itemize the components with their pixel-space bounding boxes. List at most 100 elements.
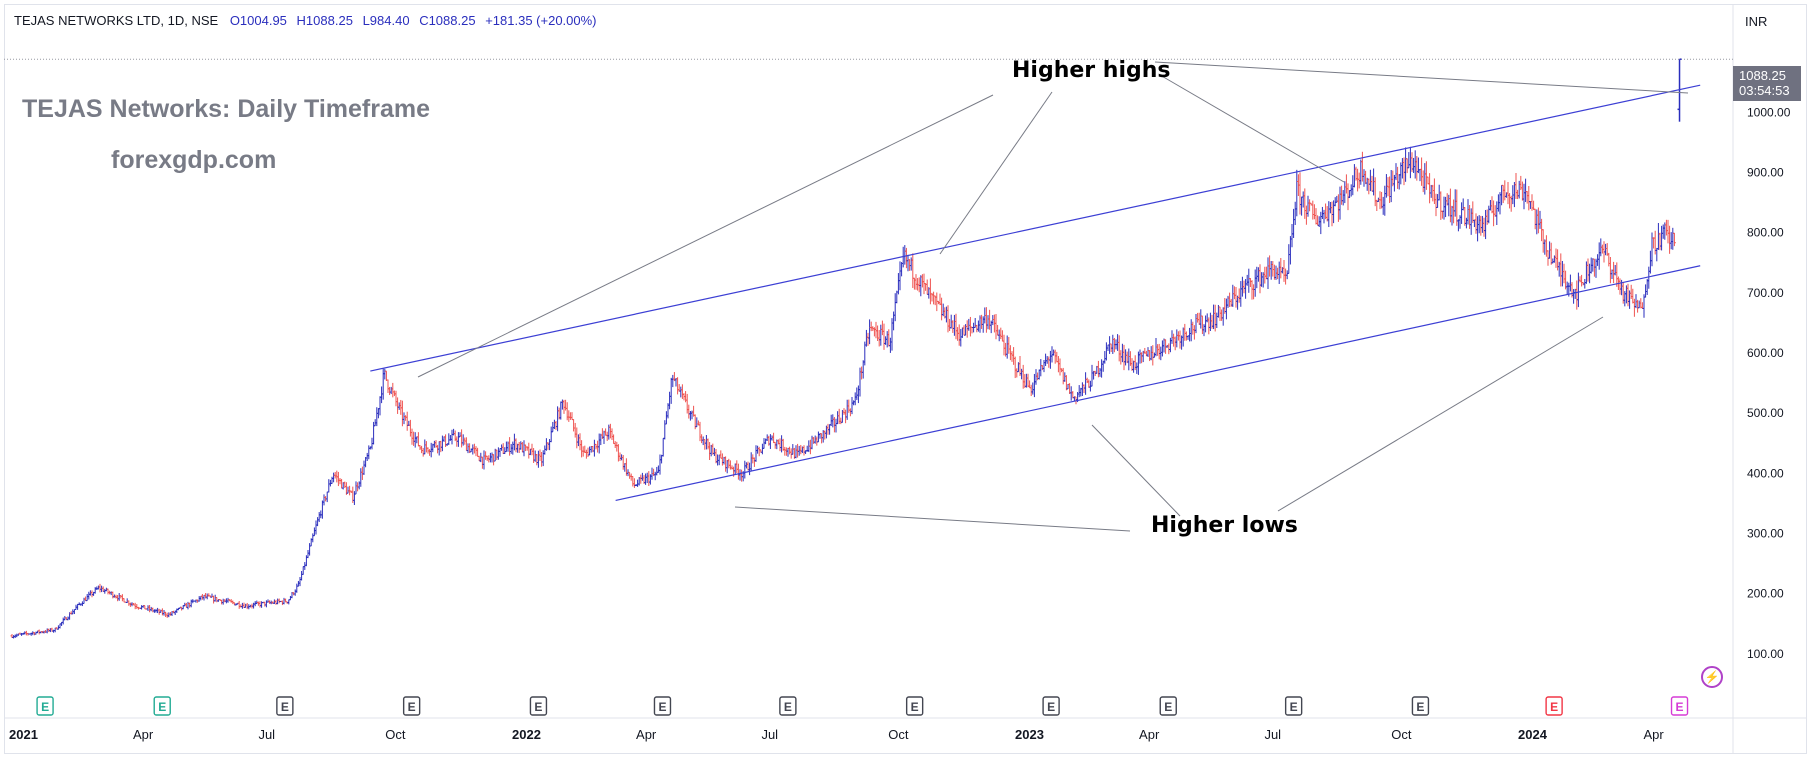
earnings-icon[interactable]: E (153, 696, 171, 716)
price-bar (588, 446, 592, 456)
price-bar (1244, 279, 1248, 299)
price-bar (1055, 351, 1059, 363)
earnings-icon[interactable]: E (402, 696, 421, 716)
lightning-icon[interactable]: ⚡ (1701, 666, 1723, 688)
price-bar (752, 457, 756, 467)
price-bar (1584, 261, 1588, 284)
price-bar (717, 454, 721, 466)
price-bar (1127, 348, 1131, 371)
price-bar (1221, 307, 1225, 326)
last-price-value: 1088.25 (1739, 68, 1786, 83)
price-bar (1552, 255, 1556, 263)
price-bar (756, 445, 760, 454)
price-bar (1104, 342, 1108, 361)
price-bar (1396, 166, 1400, 189)
earnings-icon[interactable]: E (36, 696, 54, 716)
price-bar (522, 440, 526, 457)
price-bar (528, 448, 532, 456)
price-bar (1637, 300, 1641, 309)
price-bar (407, 420, 411, 426)
price-bar (1424, 161, 1428, 190)
x-tick-label: Apr (636, 727, 657, 742)
price-bar (925, 279, 929, 295)
price-bar (788, 446, 792, 455)
price-bar (1324, 203, 1328, 220)
price-bar (952, 314, 956, 336)
price-bar (120, 594, 124, 602)
price-bar (511, 441, 515, 455)
earnings-icon[interactable]: E (1670, 696, 1689, 716)
price-bar (1288, 236, 1292, 265)
price-bar (316, 517, 320, 527)
price-bar (589, 445, 593, 453)
price-bar (1381, 196, 1385, 215)
price-bar (1402, 157, 1406, 186)
earnings-icon[interactable]: E (1042, 696, 1060, 716)
price-bar (519, 441, 523, 450)
x-tick-label: Jul (1264, 727, 1281, 742)
earnings-icon[interactable]: E (1159, 696, 1177, 716)
price-bar (1320, 206, 1324, 220)
higher-lows-label: Higher lows (1151, 513, 1298, 538)
price-bar (1421, 170, 1425, 193)
x-tick-label: 2024 (1518, 727, 1548, 742)
price-bar (645, 472, 649, 484)
earnings-icon[interactable]: E (1284, 696, 1303, 716)
price-bar (629, 473, 633, 481)
price-bar (501, 443, 505, 455)
earnings-badge (779, 696, 797, 716)
price-bar (423, 439, 427, 455)
price-bar (301, 566, 305, 575)
price-bar (274, 599, 278, 605)
price-bar (1527, 186, 1531, 211)
price-bar (823, 430, 827, 440)
price-bar (364, 457, 368, 468)
price-bar (948, 318, 952, 331)
change-value: +181.35 (+20.00%) (485, 13, 597, 28)
price-bar (404, 415, 408, 421)
earnings-icon[interactable]: E (653, 696, 672, 716)
price-bar (1005, 335, 1009, 359)
price-bar (994, 314, 998, 340)
currency-button[interactable]: INR (1745, 13, 1768, 29)
earnings-badge (1042, 696, 1060, 716)
price-bar (796, 443, 800, 458)
price-bar (1356, 168, 1360, 192)
price-bar (1626, 283, 1630, 307)
price-bar (1634, 294, 1638, 309)
price-bar (1436, 194, 1440, 208)
price-bar (276, 598, 280, 605)
price-bar (1239, 281, 1243, 307)
earnings-label: E (1550, 700, 1558, 714)
earnings-icon[interactable]: E (1411, 696, 1430, 716)
price-bar (1333, 197, 1337, 207)
price-bar (1661, 224, 1665, 239)
earnings-icon[interactable]: E (276, 696, 294, 716)
price-bar (388, 386, 392, 396)
price-bar (1349, 184, 1353, 197)
price-bar (1277, 261, 1281, 284)
price-bar (928, 278, 932, 305)
price-bar (661, 437, 665, 457)
price-bar (109, 591, 113, 596)
price-bar (1604, 243, 1608, 256)
price-bar (1132, 360, 1136, 373)
price-bar (520, 442, 524, 453)
price-bar (789, 448, 793, 459)
price-bar (1408, 146, 1412, 179)
price-bar (1368, 169, 1372, 192)
price-bar (1672, 232, 1676, 247)
price-bar (61, 617, 65, 625)
price-bar (45, 628, 49, 634)
earnings-label: E (408, 700, 416, 714)
earnings-icon[interactable]: E (1545, 696, 1563, 716)
earnings-icon[interactable]: E (529, 696, 548, 716)
price-bar (932, 291, 936, 305)
price-bar (866, 332, 870, 346)
price-bar (221, 598, 225, 605)
price-bar (616, 444, 620, 462)
earnings-icon[interactable]: E (779, 696, 797, 716)
price-bar (306, 550, 310, 559)
earnings-icon[interactable]: E (905, 696, 924, 716)
